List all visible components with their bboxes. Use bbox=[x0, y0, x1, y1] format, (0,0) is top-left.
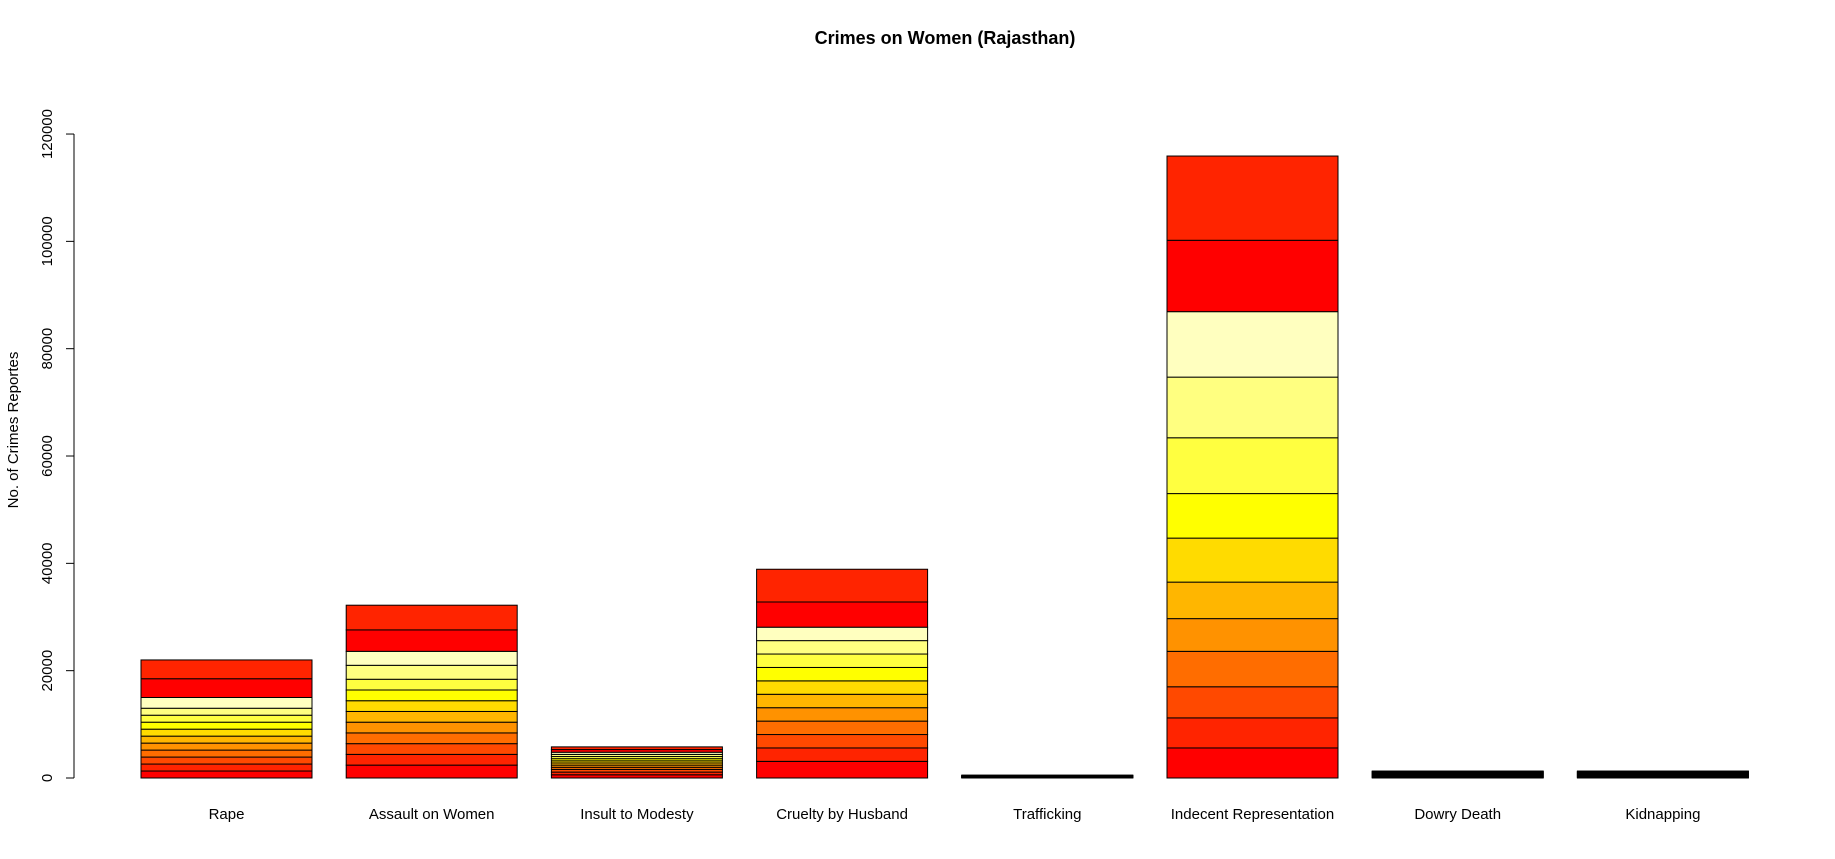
bar-segment bbox=[1166, 376, 1339, 439]
y-tick-label: 20000 bbox=[39, 650, 56, 692]
bar-segment bbox=[140, 659, 313, 680]
y-tick-label: 60000 bbox=[39, 435, 56, 477]
bar-segment bbox=[1371, 770, 1544, 773]
bar-segment bbox=[756, 666, 929, 682]
x-tick-label: Indecent Representation bbox=[1171, 806, 1334, 823]
bar-segment bbox=[140, 763, 313, 772]
bar-segment bbox=[140, 735, 313, 744]
bar-segment bbox=[140, 742, 313, 751]
bar-segment bbox=[756, 568, 929, 603]
bar-segment bbox=[345, 664, 518, 680]
bar-segment bbox=[756, 747, 929, 762]
bar-segment bbox=[345, 700, 518, 712]
y-tick-label: 120000 bbox=[39, 109, 56, 159]
x-tick-label: Rape bbox=[209, 806, 245, 823]
bar-segment bbox=[345, 650, 518, 666]
y-tick-label: 0 bbox=[39, 774, 56, 782]
y-tick-label: 100000 bbox=[39, 216, 56, 266]
bar-segment bbox=[1166, 650, 1339, 688]
bar-segment bbox=[756, 760, 929, 779]
bar-segment bbox=[345, 678, 518, 691]
bar-segment bbox=[756, 734, 929, 749]
bar-segment bbox=[345, 753, 518, 766]
bar-segment bbox=[140, 678, 313, 699]
y-axis-label: No. of Crimes Reportes bbox=[5, 352, 22, 509]
x-tick-label: Dowry Death bbox=[1414, 806, 1501, 823]
bar-segment bbox=[140, 721, 313, 730]
bar-segment bbox=[756, 707, 929, 722]
bar-6 bbox=[1371, 770, 1544, 779]
bar-segment bbox=[1166, 239, 1339, 313]
bar-segment bbox=[756, 680, 929, 695]
bar-segment bbox=[140, 707, 313, 716]
chart-title: Crimes on Women (Rajasthan) bbox=[815, 28, 1076, 48]
bar-4 bbox=[961, 774, 1134, 779]
bar-segment bbox=[345, 629, 518, 652]
bar-segment bbox=[1166, 493, 1339, 539]
bar-segment bbox=[345, 743, 518, 755]
bar-5 bbox=[1166, 155, 1339, 779]
bar-segment bbox=[140, 697, 313, 709]
bar-segment bbox=[345, 710, 518, 723]
bar-3 bbox=[756, 568, 929, 779]
bar-segment bbox=[756, 693, 929, 709]
x-tick-label: Insult to Modesty bbox=[580, 806, 694, 823]
bar-segment bbox=[345, 604, 518, 631]
x-tick-label: Trafficking bbox=[1013, 806, 1081, 823]
bar-7 bbox=[1576, 770, 1749, 779]
bar-segment bbox=[756, 601, 929, 628]
bar-segment bbox=[345, 689, 518, 702]
bar-segment bbox=[1166, 311, 1339, 378]
x-tick-labels: Rape Assault on Women Insult to Modesty Cru… bbox=[209, 806, 1701, 823]
bar-segment bbox=[1166, 437, 1339, 495]
bar-segment bbox=[1166, 155, 1339, 241]
y-tick-label: 80000 bbox=[39, 328, 56, 370]
bar-segment bbox=[140, 770, 313, 779]
bar-0 bbox=[140, 659, 313, 779]
bar-segment bbox=[756, 720, 929, 736]
bars-group bbox=[140, 155, 1749, 779]
x-tick-label: Kidnapping bbox=[1625, 806, 1700, 823]
bar-segment bbox=[756, 626, 929, 642]
bar-segment bbox=[140, 756, 313, 765]
bar-segment bbox=[756, 640, 929, 655]
bar-segment bbox=[1166, 747, 1339, 779]
bar-2 bbox=[550, 746, 723, 779]
bar-segment bbox=[345, 721, 518, 734]
bar-segment bbox=[1166, 537, 1339, 583]
bar-segment bbox=[140, 749, 313, 758]
bar-segment bbox=[1166, 618, 1339, 652]
y-tick-label: 40000 bbox=[39, 542, 56, 584]
x-tick-label: Cruelty by Husband bbox=[776, 806, 908, 823]
bar-1 bbox=[345, 604, 518, 779]
bar-segment bbox=[550, 746, 723, 751]
bar-segment bbox=[140, 714, 313, 723]
bar-segment bbox=[1576, 770, 1749, 773]
bar-segment bbox=[140, 728, 313, 737]
x-tick-label: Assault on Women bbox=[369, 806, 495, 823]
bar-segment bbox=[1166, 686, 1339, 719]
y-axis: 0 20000 40000 60000 80000 100000 120000 bbox=[39, 109, 75, 782]
bar-segment bbox=[1166, 717, 1339, 749]
bar-segment bbox=[345, 732, 518, 745]
bar-segment bbox=[756, 653, 929, 668]
bar-segment bbox=[345, 764, 518, 779]
bar-segment bbox=[1166, 581, 1339, 620]
